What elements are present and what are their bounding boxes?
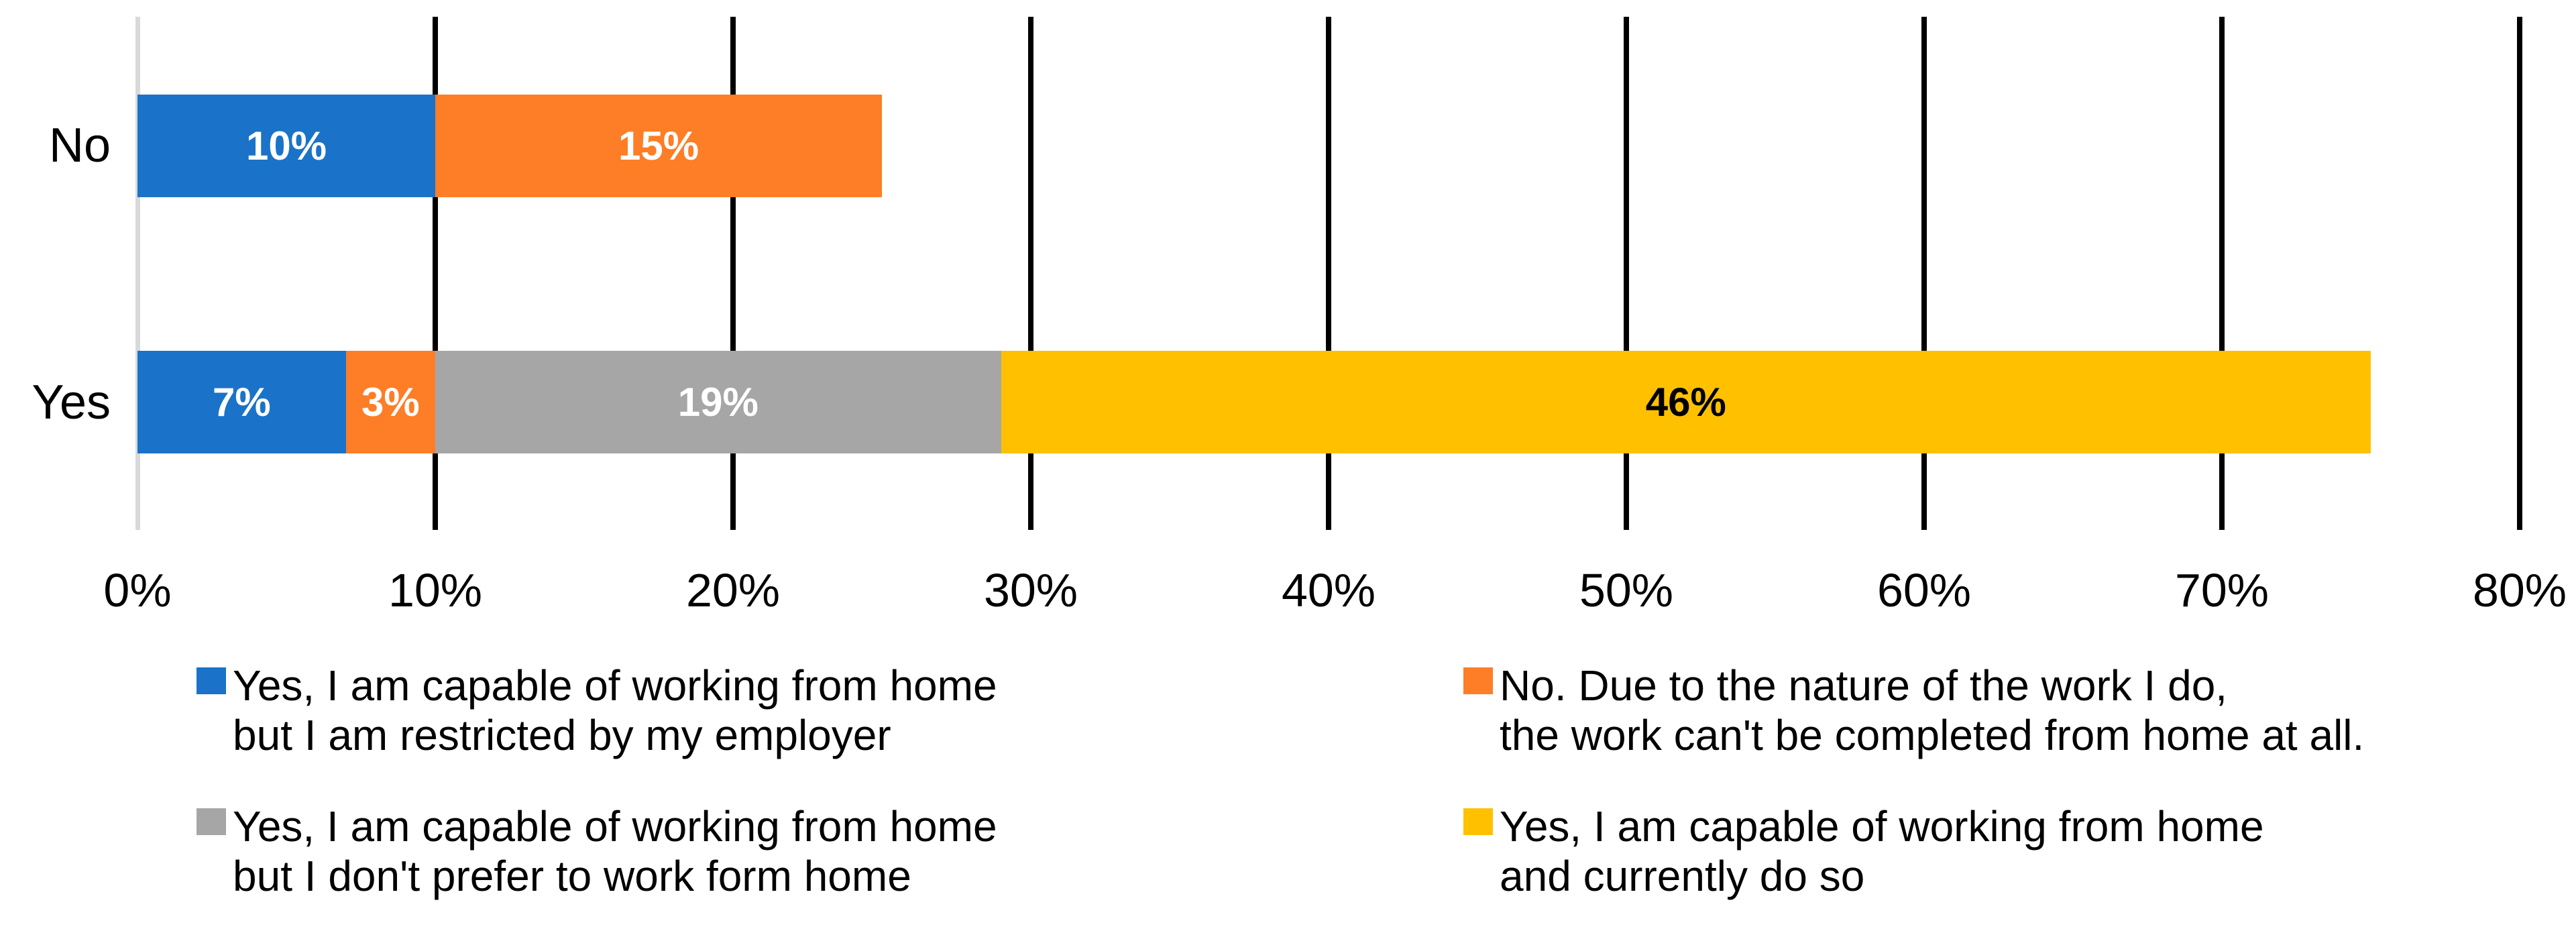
y-axis-line: [135, 17, 140, 530]
bar-value-label: 7%: [213, 379, 271, 425]
gridline: [730, 17, 736, 530]
bar-segment: 15%: [435, 95, 882, 197]
x-tick-label: 80%: [2472, 564, 2567, 616]
bar-value-label: 10%: [245, 123, 327, 168]
x-tick-label: 40%: [1281, 564, 1376, 616]
legend-label: Yes, I am capable of working from home b…: [233, 802, 997, 900]
bar-value-label: 3%: [361, 379, 420, 425]
gridline: [433, 17, 438, 530]
gridline: [1028, 17, 1033, 530]
category-label-no: No: [48, 119, 111, 172]
category-label-yes: Yes: [32, 376, 111, 429]
gridline: [1326, 17, 1331, 530]
bar-segment: 10%: [137, 95, 435, 197]
legend-swatch: [1463, 667, 1493, 694]
legend-item: Yes, I am capable of working from home b…: [197, 802, 997, 901]
x-tick-label: 0%: [103, 564, 172, 616]
bar-value-label: 19%: [677, 379, 759, 425]
bar-row-no: 10% 15%: [137, 95, 2520, 197]
legend-swatch: [197, 808, 226, 835]
bar-segment: 19%: [435, 351, 1001, 453]
legend-label: Yes, I am capable of working from home a…: [1500, 802, 2264, 900]
bar-segment: 3%: [345, 351, 435, 453]
legend-item: Yes, I am capable of working from home b…: [197, 661, 997, 760]
gridline: [2219, 17, 2225, 530]
legend-label: No. Due to the nature of the work I do, …: [1500, 661, 2365, 759]
x-tick-label: 30%: [983, 564, 1078, 616]
bar-row-yes: 7% 3% 19% 46%: [137, 351, 2520, 453]
bar-segment: 7%: [137, 351, 346, 453]
gridline: [2517, 17, 2522, 530]
x-tick-label: 70%: [2174, 564, 2270, 616]
bar-value-label: 15%: [618, 123, 699, 168]
x-tick-label: 10%: [388, 564, 483, 616]
bar-segment: 46%: [1001, 351, 2371, 453]
x-tick-label: 50%: [1579, 564, 1674, 616]
plot-area: 10% 15% 7% 3% 19% 46%: [135, 17, 2522, 530]
legend-item: Yes, I am capable of working from home a…: [1463, 802, 2264, 901]
legend-item: No. Due to the nature of the work I do, …: [1463, 661, 2364, 760]
gridline: [1624, 17, 1629, 530]
x-tick-label: 60%: [1877, 564, 1972, 616]
gridline: [1921, 17, 1927, 530]
legend-swatch: [197, 667, 226, 694]
bar-value-label: 46%: [1645, 379, 1726, 425]
legend-label: Yes, I am capable of working from home b…: [233, 661, 997, 759]
legend-swatch: [1463, 808, 1493, 835]
x-tick-label: 20%: [685, 564, 781, 616]
